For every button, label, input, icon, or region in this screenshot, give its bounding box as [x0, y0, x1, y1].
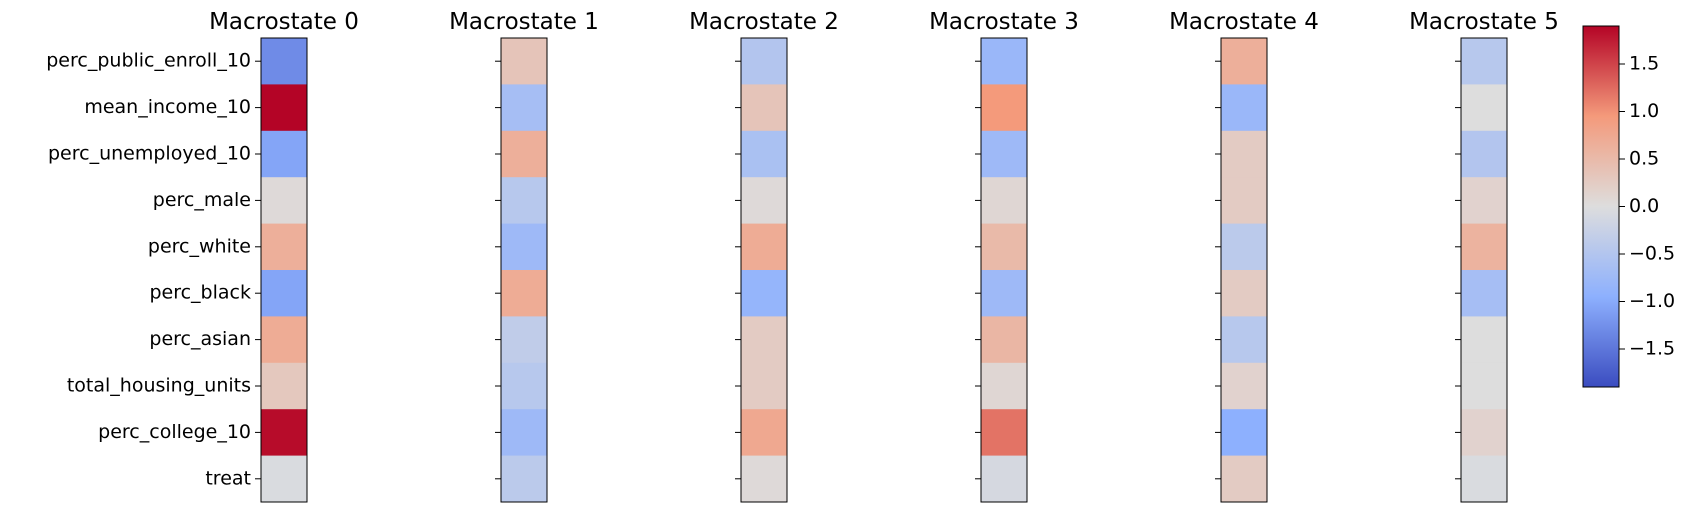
panel-frame	[740, 37, 788, 503]
panel-macrostate-4: Macrostate 4	[1169, 9, 1319, 503]
heatmap-cell	[741, 362, 787, 410]
panel-frame	[980, 37, 1028, 503]
heatmap-cell	[501, 130, 547, 178]
panel-frame	[500, 37, 548, 503]
heatmap-cell	[501, 223, 547, 271]
heatmap-cell	[1221, 223, 1267, 271]
heatmap-cell	[501, 409, 547, 457]
heatmap-cell	[1461, 223, 1507, 271]
panel-macrostate-5: Macrostate 5	[1409, 9, 1559, 503]
heatmap-cell	[261, 177, 307, 225]
heatmap-cell	[981, 177, 1027, 225]
panel-macrostate-0: Macrostate 0 perc_public_enroll_10 mean_in…	[46, 9, 359, 503]
heatmap-cell	[981, 130, 1027, 178]
heatmap-panels: Macrostate 0 perc_public_enroll_10 mean_in…	[46, 9, 1559, 503]
heatmap-cell	[1221, 409, 1267, 457]
heatmap-cell	[501, 455, 547, 503]
heatmap-cell	[261, 409, 307, 457]
heatmap-cell	[741, 270, 787, 317]
heatmap-cell	[1461, 362, 1507, 410]
panel-title: Macrostate 3	[929, 9, 1079, 35]
heatmap-cell	[1221, 130, 1267, 178]
panel-title: Macrostate 5	[1409, 9, 1559, 35]
heatmap-cell	[981, 38, 1027, 85]
heatmap-cell	[261, 130, 307, 178]
heatmap-cell	[981, 316, 1027, 364]
colorbar-tick-label: 0.0	[1629, 195, 1659, 217]
y-tick-label: perc_unemployed_10	[48, 143, 251, 165]
y-tick-label: mean_income_10	[84, 96, 251, 118]
heatmap-cell	[1461, 84, 1507, 132]
heatmap-cell	[741, 84, 787, 132]
heatmap-cell	[1461, 316, 1507, 364]
heatmap-cell	[1221, 362, 1267, 410]
heatmap-cell	[1461, 38, 1507, 85]
y-tick-label: perc_college_10	[98, 421, 251, 443]
panel-frame	[260, 37, 308, 503]
colorbar-gradient	[1583, 26, 1619, 387]
y-tick-label: perc_black	[149, 282, 251, 304]
heatmap-cell	[741, 316, 787, 364]
colorbar-tick-label: −1.0	[1629, 290, 1675, 312]
heatmap-cell	[981, 223, 1027, 271]
heatmap-cell	[261, 270, 307, 317]
y-tick-label: perc_white	[148, 235, 251, 257]
heatmap-cell	[1221, 177, 1267, 225]
panel-title: Macrostate 1	[449, 9, 599, 35]
heatmap-cell	[1461, 177, 1507, 225]
heatmap-cell	[501, 270, 547, 317]
panel-macrostate-3: Macrostate 3	[929, 9, 1079, 503]
y-tick-label: perc_asian	[149, 328, 251, 350]
heatmap-cell	[501, 362, 547, 410]
y-tick-label: treat	[205, 467, 251, 489]
heatmap-cell	[261, 316, 307, 364]
heatmap-cell	[1461, 409, 1507, 457]
heatmap-cell	[1461, 270, 1507, 317]
heatmap-cell	[501, 316, 547, 364]
panel-title: Macrostate 2	[689, 9, 839, 35]
colorbar-tick-label: −0.5	[1629, 243, 1675, 265]
heatmap-cell	[1221, 38, 1267, 85]
heatmap-cell	[261, 455, 307, 503]
heatmap-cell	[261, 38, 307, 85]
y-tick-label: perc_public_enroll_10	[46, 50, 251, 72]
heatmap-cell	[981, 270, 1027, 317]
heatmap-cell	[501, 177, 547, 225]
colorbar-tick-label: −1.5	[1629, 338, 1675, 360]
panel-macrostate-1: Macrostate 1	[449, 9, 599, 503]
panel-frame	[1460, 37, 1508, 503]
heatmap-cell	[1221, 270, 1267, 317]
y-tick-label: perc_male	[153, 189, 251, 211]
heatmap-cell	[1221, 316, 1267, 364]
colorbar-tick-label: 1.5	[1629, 53, 1659, 75]
heatmap-cell	[981, 84, 1027, 132]
colorbar: 1.5 1.0 0.5 0.0 −0.5 −1.0 −1.5	[1582, 25, 1675, 388]
panel-frame	[1220, 37, 1268, 503]
heatmap-cell	[981, 455, 1027, 503]
heatmap-cell	[501, 84, 547, 132]
heatmap-cell	[261, 362, 307, 410]
heatmap-cell	[981, 409, 1027, 457]
heatmap-cell	[741, 409, 787, 457]
heatmap-cell	[1461, 130, 1507, 178]
panel-macrostate-2: Macrostate 2	[689, 9, 839, 503]
heatmap-cell	[1221, 84, 1267, 132]
heatmap-cell	[741, 130, 787, 178]
heatmap-cell	[261, 223, 307, 271]
heatmap-cell	[261, 84, 307, 132]
heatmap-cell	[741, 455, 787, 503]
heatmap-cell	[981, 362, 1027, 410]
heatmap-cell	[741, 38, 787, 85]
panel-title: Macrostate 0	[209, 9, 359, 35]
heatmap-cell	[741, 223, 787, 271]
colorbar-tick-label: 0.5	[1629, 148, 1659, 170]
heatmap-cell	[1221, 455, 1267, 503]
y-tick-label: total_housing_units	[67, 375, 251, 397]
heatmap-cell	[501, 38, 547, 85]
heatmap-cell	[1461, 455, 1507, 503]
panel-title: Macrostate 4	[1169, 9, 1319, 35]
colorbar-tick-label: 1.0	[1629, 100, 1659, 122]
heatmap-cell	[741, 177, 787, 225]
